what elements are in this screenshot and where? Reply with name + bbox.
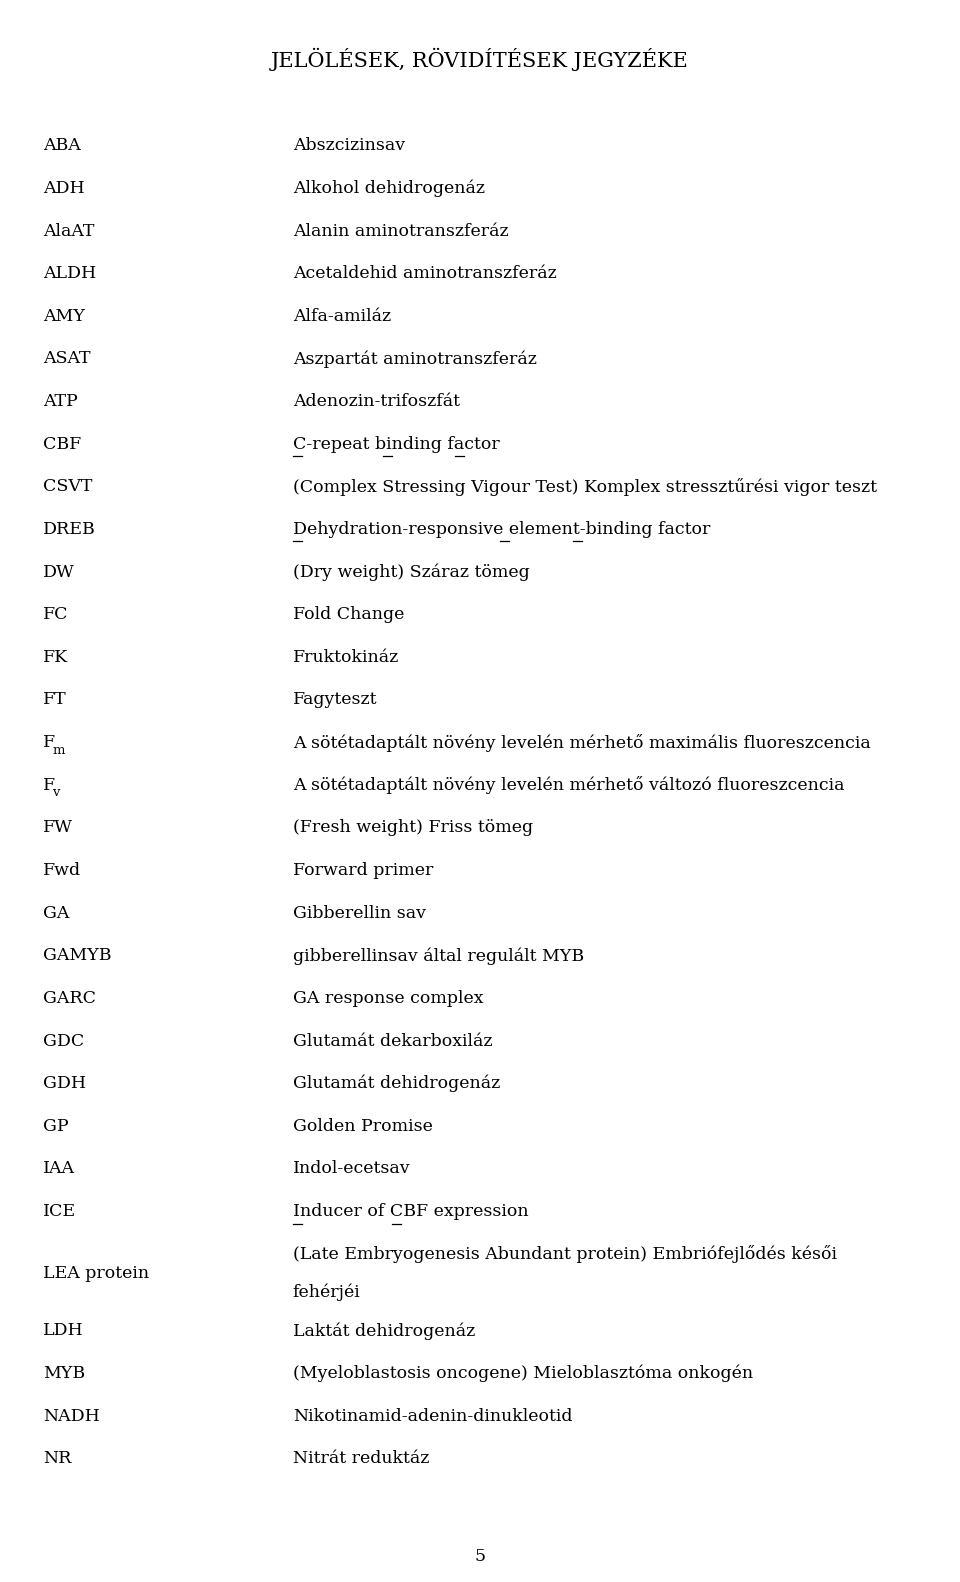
Text: FW: FW <box>43 819 73 837</box>
Text: LDH: LDH <box>43 1323 84 1340</box>
Text: Golden Promise: Golden Promise <box>293 1118 433 1134</box>
Text: (Dry weight) Száraz tömeg: (Dry weight) Száraz tömeg <box>293 563 530 581</box>
Text: ALDH: ALDH <box>43 266 96 282</box>
Text: DREB: DREB <box>43 520 96 538</box>
Text: GAMYB: GAMYB <box>43 948 111 965</box>
Text: Acetaldehid aminotranszferáz: Acetaldehid aminotranszferáz <box>293 266 557 282</box>
Text: CSVT: CSVT <box>43 478 92 495</box>
Text: GP: GP <box>43 1118 69 1134</box>
Text: GDC: GDC <box>43 1033 84 1049</box>
Text: Glutamát dekarboxiláz: Glutamát dekarboxiláz <box>293 1033 492 1049</box>
Text: m: m <box>52 744 64 756</box>
Text: Adenozin-trifoszfát: Adenozin-trifoszfát <box>293 392 460 410</box>
Text: Fruktokináz: Fruktokináz <box>293 649 399 666</box>
Text: ADH: ADH <box>43 180 84 196</box>
Text: A sötétadaptált növény levelén mérhető maximális fluoreszcencia: A sötétadaptált növény levelén mérhető m… <box>293 734 871 751</box>
Text: fehérjéi: fehérjéi <box>293 1285 361 1302</box>
Text: A sötétadaptált növény levelén mérhető változó fluoreszcencia: A sötétadaptált növény levelén mérhető v… <box>293 777 844 794</box>
Text: Alkohol dehidrogenáz: Alkohol dehidrogenáz <box>293 180 485 198</box>
Text: ASAT: ASAT <box>43 350 90 367</box>
Text: (Complex Stressing Vigour Test) Komplex stressztűrési vigor teszt: (Complex Stressing Vigour Test) Komplex … <box>293 478 876 495</box>
Text: GA response complex: GA response complex <box>293 990 483 1006</box>
Text: MYB: MYB <box>43 1365 85 1383</box>
Text: Inducer of CBF expression: Inducer of CBF expression <box>293 1202 528 1220</box>
Text: (Myeloblastosis oncogene) Mieloblasztóma onkogén: (Myeloblastosis oncogene) Mieloblasztóma… <box>293 1365 753 1383</box>
Text: Fwd: Fwd <box>43 862 82 880</box>
Text: CBF: CBF <box>43 435 82 452</box>
Text: Dehydration-responsive element-binding factor: Dehydration-responsive element-binding f… <box>293 520 710 538</box>
Text: FC: FC <box>43 606 69 623</box>
Text: (Late Embryogenesis Abundant protein) Embriófejlődés késői: (Late Embryogenesis Abundant protein) Em… <box>293 1245 837 1262</box>
Text: LEA protein: LEA protein <box>43 1266 150 1281</box>
Text: Fagyteszt: Fagyteszt <box>293 691 377 709</box>
Text: AlaAT: AlaAT <box>43 223 95 239</box>
Text: F: F <box>43 777 56 794</box>
Text: GARC: GARC <box>43 990 96 1006</box>
Text: Abszcizinsav: Abszcizinsav <box>293 138 405 153</box>
Text: ICE: ICE <box>43 1202 77 1220</box>
Text: NR: NR <box>43 1451 72 1468</box>
Text: NADH: NADH <box>43 1408 100 1425</box>
Text: Alanin aminotranszferáz: Alanin aminotranszferáz <box>293 223 509 239</box>
Text: GA: GA <box>43 905 69 922</box>
Text: Aszpartát aminotranszferáz: Aszpartát aminotranszferáz <box>293 350 537 367</box>
Text: Fold Change: Fold Change <box>293 606 404 623</box>
Text: GDH: GDH <box>43 1076 86 1092</box>
Text: v: v <box>52 786 60 799</box>
Text: F: F <box>43 734 56 751</box>
Text: FK: FK <box>43 649 68 666</box>
Text: gibberellinsav által regulált MYB: gibberellinsav által regulált MYB <box>293 948 584 965</box>
Text: AMY: AMY <box>43 308 85 324</box>
Text: FT: FT <box>43 691 67 709</box>
Text: Glutamát dehidrogenáz: Glutamát dehidrogenáz <box>293 1074 500 1093</box>
Text: Gibberellin sav: Gibberellin sav <box>293 905 426 922</box>
Text: Forward primer: Forward primer <box>293 862 433 880</box>
Text: 5: 5 <box>474 1549 486 1565</box>
Text: Alfa-amiláz: Alfa-amiláz <box>293 308 391 324</box>
Text: C-repeat binding factor: C-repeat binding factor <box>293 435 499 452</box>
Text: Nitrát reduktáz: Nitrát reduktáz <box>293 1451 429 1468</box>
Text: Nikotinamid-adenin-dinukleotid: Nikotinamid-adenin-dinukleotid <box>293 1408 572 1425</box>
Text: Indol-ecetsav: Indol-ecetsav <box>293 1161 411 1177</box>
Text: (Fresh weight) Friss tömeg: (Fresh weight) Friss tömeg <box>293 819 533 837</box>
Text: JELÖLÉSEK, RÖVIDÍTÉSEK JEGYZÉKE: JELÖLÉSEK, RÖVIDÍTÉSEK JEGYZÉKE <box>271 47 689 71</box>
Text: IAA: IAA <box>43 1161 75 1177</box>
Text: ATP: ATP <box>43 392 78 410</box>
Text: DW: DW <box>43 563 75 581</box>
Text: Laktát dehidrogenáz: Laktát dehidrogenáz <box>293 1323 475 1340</box>
Text: ABA: ABA <box>43 138 81 153</box>
